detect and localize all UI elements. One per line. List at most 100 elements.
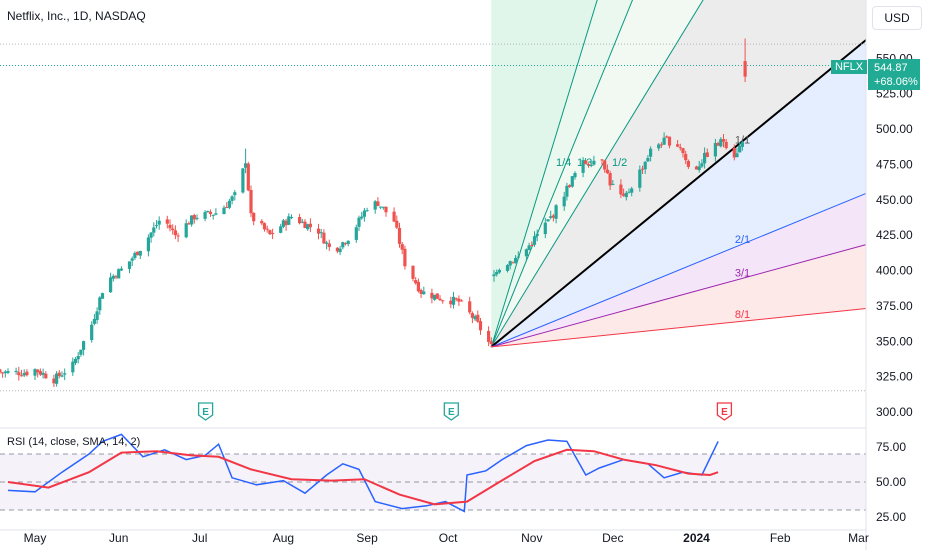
candle-body — [222, 207, 226, 215]
candle-body — [130, 258, 134, 261]
price-tick-label: 300.00 — [876, 405, 913, 419]
candle-body — [497, 269, 501, 273]
candle-body — [487, 330, 491, 342]
candle-body — [492, 274, 496, 277]
candle-body — [384, 206, 388, 213]
candle-body — [157, 220, 161, 225]
candle-body — [678, 147, 682, 149]
fan-label: 1/1 — [735, 134, 750, 146]
candle-body — [279, 226, 283, 233]
candle-body — [376, 201, 380, 206]
candle-body — [14, 370, 18, 373]
candle-body — [532, 236, 537, 245]
candle-body — [400, 244, 404, 250]
candle-body — [360, 216, 364, 219]
candle-body — [681, 148, 685, 154]
rsi-tick-label: 75.00 — [876, 440, 906, 454]
candle-body — [622, 193, 626, 196]
candle-body — [414, 280, 418, 284]
candle-body — [225, 206, 229, 208]
candle-body — [138, 250, 142, 256]
candle-body — [214, 213, 218, 215]
last-price-tag: 544.87 +68.06% — [868, 59, 920, 90]
fan-label: 1/2 — [612, 157, 627, 169]
candle-body — [230, 196, 234, 201]
candle-body — [357, 217, 361, 227]
candle-body — [211, 214, 215, 216]
earnings-marker-badge — [716, 402, 733, 421]
candle-body — [22, 373, 26, 376]
candle-body — [343, 243, 348, 245]
candle-body — [284, 220, 288, 226]
time-tick-label: Mar — [848, 531, 869, 545]
rsi-panel — [0, 427, 866, 513]
price-tick-label: 375.00 — [876, 299, 913, 313]
candle-body — [700, 163, 704, 167]
candle-body — [287, 216, 291, 225]
candle-body — [489, 341, 493, 345]
candle-body — [411, 265, 415, 279]
candle-body — [203, 212, 207, 219]
candle-body — [735, 153, 739, 158]
candle-body — [568, 185, 572, 188]
candle-body — [397, 227, 402, 244]
price-tick-label: 425.00 — [876, 228, 913, 242]
candle-body — [667, 136, 672, 146]
candle-body — [738, 145, 742, 153]
candle-body — [573, 172, 577, 178]
candle-body — [195, 217, 199, 219]
candle-body — [362, 210, 366, 217]
symbol-tag: NFLX — [831, 60, 867, 74]
candle-body — [82, 341, 86, 350]
earnings-marker-label: E — [448, 407, 455, 418]
candle-body — [154, 225, 159, 227]
candle-body — [584, 160, 588, 164]
candle-body — [454, 298, 458, 300]
price-tick-label: 400.00 — [876, 264, 913, 278]
candle-body — [0, 372, 5, 374]
fan-line-1-1 — [490, 39, 867, 348]
candle-body — [473, 316, 477, 320]
candle-body — [554, 205, 558, 219]
time-tick-label: Jul — [192, 531, 207, 545]
candle-body — [562, 196, 566, 207]
candle-body — [508, 261, 512, 266]
candle-body — [619, 184, 623, 195]
candle-body — [365, 210, 369, 212]
candle-body — [392, 211, 396, 222]
candle-body — [476, 314, 480, 322]
candle-body — [346, 240, 350, 245]
earnings-marker: E — [197, 402, 214, 421]
time-tick-label: Sep — [356, 531, 378, 545]
fan-line-2-1 — [491, 192, 867, 348]
time-tick-label: Jun — [109, 531, 128, 545]
candle-body — [52, 378, 56, 384]
candle-body — [638, 169, 642, 188]
candle-body — [3, 371, 7, 374]
candle-body — [581, 160, 585, 173]
price-tick-label: 325.00 — [876, 370, 913, 384]
candle-body — [451, 296, 456, 305]
candle-body — [721, 139, 726, 142]
currency-button[interactable]: USD — [872, 6, 922, 30]
candle-body — [44, 373, 48, 379]
candle-body — [627, 191, 631, 193]
candle-body — [478, 321, 483, 331]
candle-body — [516, 256, 520, 258]
candle-body — [6, 371, 10, 373]
candle-body — [111, 275, 115, 279]
candle-body — [306, 224, 310, 230]
candlestick-series — [0, 38, 747, 387]
candle-body — [470, 313, 474, 318]
candle-body — [338, 248, 342, 253]
candle-body — [60, 375, 64, 377]
candle-body — [298, 216, 302, 224]
gann-fan-drawing[interactable]: 1/41/31/21/12/13/18/1 — [490, 0, 867, 348]
candle-body — [703, 152, 707, 164]
candle-body — [260, 220, 264, 224]
candle-body — [422, 291, 426, 295]
candle-body — [395, 220, 399, 228]
candle-body — [316, 228, 321, 234]
